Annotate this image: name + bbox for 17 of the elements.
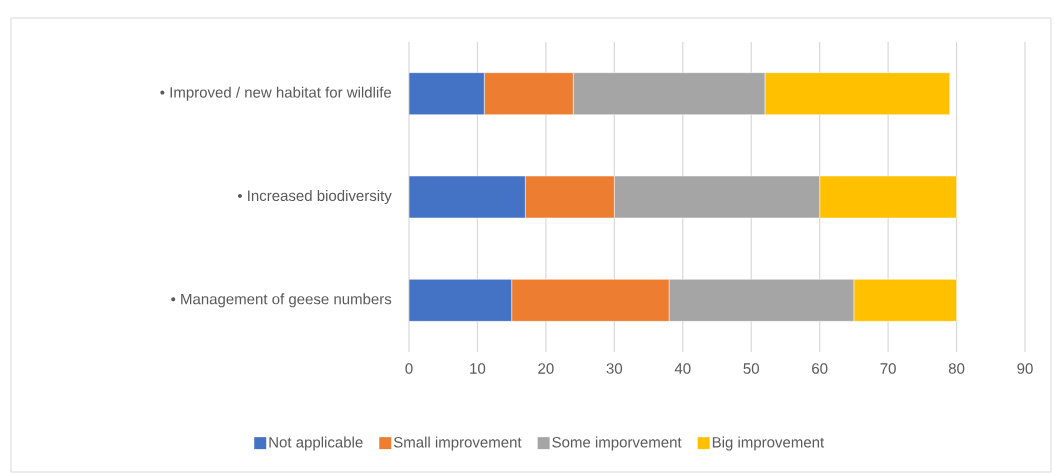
x-tick-label: 30 <box>606 363 623 374</box>
y-tick-label: • Management of geese numbers <box>171 293 392 308</box>
legend-label: Some imporvement <box>552 436 682 451</box>
x-tick-label: 90 <box>1017 363 1033 374</box>
x-tick-label: 70 <box>880 363 896 374</box>
legend-label: Small improvement <box>393 436 522 451</box>
x-tick-label: 50 <box>743 363 759 374</box>
legend-label: Not applicable <box>269 436 363 451</box>
y-tick-label: • Improved / new habitat for wildlife <box>160 86 392 101</box>
x-tick-label: 80 <box>948 363 965 374</box>
x-tick-label: 60 <box>812 363 828 374</box>
x-tick-label: 0 <box>405 363 413 374</box>
x-tick-label: 10 <box>470 363 486 374</box>
y-tick-label: • Increased biodiversity <box>237 190 392 204</box>
x-tick-label: 20 <box>538 363 554 374</box>
x-tick-label: 40 <box>674 363 691 374</box>
legend-label: Big improvement <box>712 436 825 451</box>
